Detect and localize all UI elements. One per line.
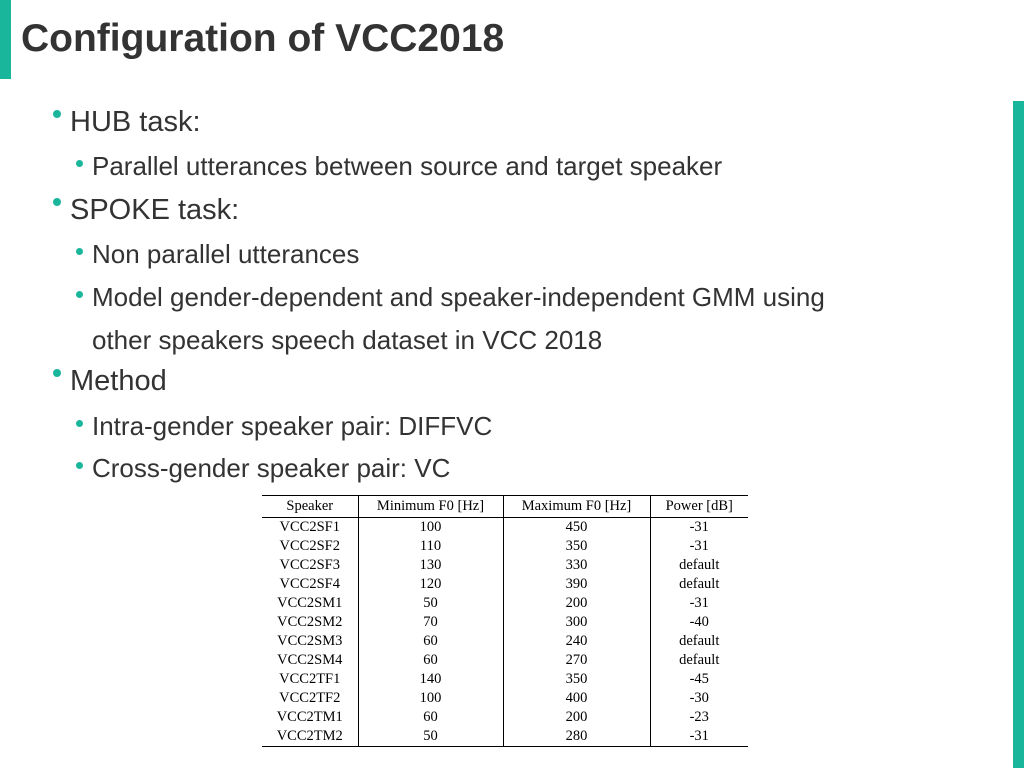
cell-power: default (679, 557, 720, 573)
speaker-config-table: Speaker Minimum F0 [Hz] Maximum F0 [Hz] … (262, 495, 748, 747)
bullet-spoke-sub2: Model gender-dependent and speaker-indep… (76, 282, 825, 356)
cell-speaker: VCC2SM2 (262, 613, 359, 632)
cell-max-f0: 350 (503, 670, 651, 689)
cell-max-f0: 400 (503, 689, 651, 708)
bullet-spoke-sub1: Non parallel utterances (76, 239, 360, 270)
cell-speaker: VCC2SM1 (262, 594, 359, 613)
table-row: VCC2SF2 110 350 -31 (262, 537, 748, 556)
table-row: VCC2SF3 130 330 default (262, 556, 748, 575)
cell-speaker: VCC2SM3 (262, 632, 359, 651)
table-row: VCC2SM4 60 270 default (262, 651, 748, 670)
table-row: VCC2SF1 100 450 -31 (262, 517, 748, 537)
table-row: VCC2SM3 60 240 default (262, 632, 748, 651)
cell-max-f0: 390 (503, 575, 651, 594)
cell-power: default (679, 576, 720, 592)
cell-speaker: VCC2TF1 (262, 670, 359, 689)
bullet-hub-sub-text: Parallel utterances between source and t… (92, 151, 723, 181)
cell-speaker: VCC2SM4 (262, 651, 359, 670)
cell-min-f0: 100 (358, 517, 504, 537)
cell-power: -45 (689, 671, 709, 687)
cell-max-f0: 200 (503, 708, 651, 727)
cell-power: -31 (689, 519, 709, 535)
cell-max-f0: 270 (503, 651, 651, 670)
bullet-method-sub2-text: Cross-gender speaker pair: VC (92, 453, 451, 483)
cell-min-f0: 50 (358, 594, 504, 613)
cell-max-f0: 280 (503, 727, 651, 747)
cell-min-f0: 130 (358, 556, 504, 575)
table-header-power: Power [dB] (665, 498, 733, 514)
cell-speaker: VCC2SF4 (262, 575, 359, 594)
cell-speaker: VCC2SF1 (262, 517, 359, 537)
bullet-dot-icon (76, 160, 83, 167)
speaker-table: Speaker Minimum F0 [Hz] Maximum F0 [Hz] … (262, 495, 748, 747)
table-header-speaker: Speaker (262, 495, 359, 518)
bullet-dot-icon (76, 291, 83, 298)
bullet-hub-text: HUB task: (70, 106, 201, 138)
table-header-row: Speaker Minimum F0 [Hz] Maximum F0 [Hz] … (262, 495, 748, 518)
bullet-spoke-sub2-line1: Model gender-dependent and speaker-indep… (92, 282, 825, 312)
bullet-method-text: Method (70, 365, 167, 397)
cell-power: -40 (689, 614, 709, 630)
cell-min-f0: 70 (358, 613, 504, 632)
cell-min-f0: 110 (358, 537, 504, 556)
table-row: VCC2TM2 50 280 -31 (262, 727, 748, 747)
cell-min-f0: 100 (358, 689, 504, 708)
cell-min-f0: 60 (358, 651, 504, 670)
cell-min-f0: 120 (358, 575, 504, 594)
bullet-hub: HUB task: (53, 106, 201, 139)
slide-title: Configuration of VCC2018 (21, 17, 505, 60)
cell-speaker: VCC2TM2 (262, 727, 359, 747)
cell-speaker: VCC2TF2 (262, 689, 359, 708)
bullet-method-sub2: Cross-gender speaker pair: VC (76, 453, 451, 484)
table-row: VCC2SM2 70 300 -40 (262, 613, 748, 632)
bullet-dot-icon (53, 369, 61, 377)
table-header-min-f0: Minimum F0 [Hz] (358, 495, 504, 518)
bullet-method: Method (53, 365, 167, 398)
cell-min-f0: 60 (358, 708, 504, 727)
cell-power: default (679, 652, 720, 668)
bullet-spoke-sub2-line2: other speakers speech dataset in VCC 201… (92, 325, 603, 355)
bullet-dot-icon (76, 248, 83, 255)
bullet-spoke: SPOKE task: (53, 194, 240, 227)
cell-power: -31 (689, 595, 709, 611)
bullet-dot-icon (53, 198, 61, 206)
bullet-method-sub1: Intra-gender speaker pair: DIFFVC (76, 411, 493, 442)
left-accent-bar (0, 0, 11, 79)
cell-power: -30 (689, 690, 709, 706)
cell-speaker: VCC2TM1 (262, 708, 359, 727)
cell-power: -31 (689, 728, 709, 744)
right-accent-bar (1013, 101, 1024, 768)
cell-min-f0: 140 (358, 670, 504, 689)
cell-power: default (679, 633, 720, 649)
bullet-method-sub1-text: Intra-gender speaker pair: DIFFVC (92, 411, 493, 441)
cell-max-f0: 350 (503, 537, 651, 556)
bullet-dot-icon (76, 462, 83, 469)
cell-speaker: VCC2SF3 (262, 556, 359, 575)
cell-power: -23 (689, 709, 709, 725)
cell-min-f0: 50 (358, 727, 504, 747)
cell-max-f0: 450 (503, 517, 651, 537)
table-row: VCC2TF1 140 350 -45 (262, 670, 748, 689)
bullet-dot-icon (76, 420, 83, 427)
table-row: VCC2SF4 120 390 default (262, 575, 748, 594)
table-body: VCC2SF1 100 450 -31 VCC2SF2 110 350 -31 VCC2SF3 1… (262, 517, 748, 747)
bullet-spoke-text: SPOKE task: (70, 194, 240, 226)
table-row: VCC2TF2 100 400 -30 (262, 689, 748, 708)
bullet-hub-sub: Parallel utterances between source and t… (76, 151, 723, 182)
table-header-max-f0: Maximum F0 [Hz] (503, 495, 651, 518)
cell-power: -31 (689, 538, 709, 554)
table-row: VCC2TM1 60 200 -23 (262, 708, 748, 727)
table-row: VCC2SM1 50 200 -31 (262, 594, 748, 613)
cell-max-f0: 240 (503, 632, 651, 651)
cell-max-f0: 200 (503, 594, 651, 613)
cell-speaker: VCC2SF2 (262, 537, 359, 556)
bullet-dot-icon (53, 110, 61, 118)
cell-min-f0: 60 (358, 632, 504, 651)
cell-max-f0: 300 (503, 613, 651, 632)
cell-max-f0: 330 (503, 556, 651, 575)
bullet-spoke-sub1-text: Non parallel utterances (92, 239, 360, 269)
